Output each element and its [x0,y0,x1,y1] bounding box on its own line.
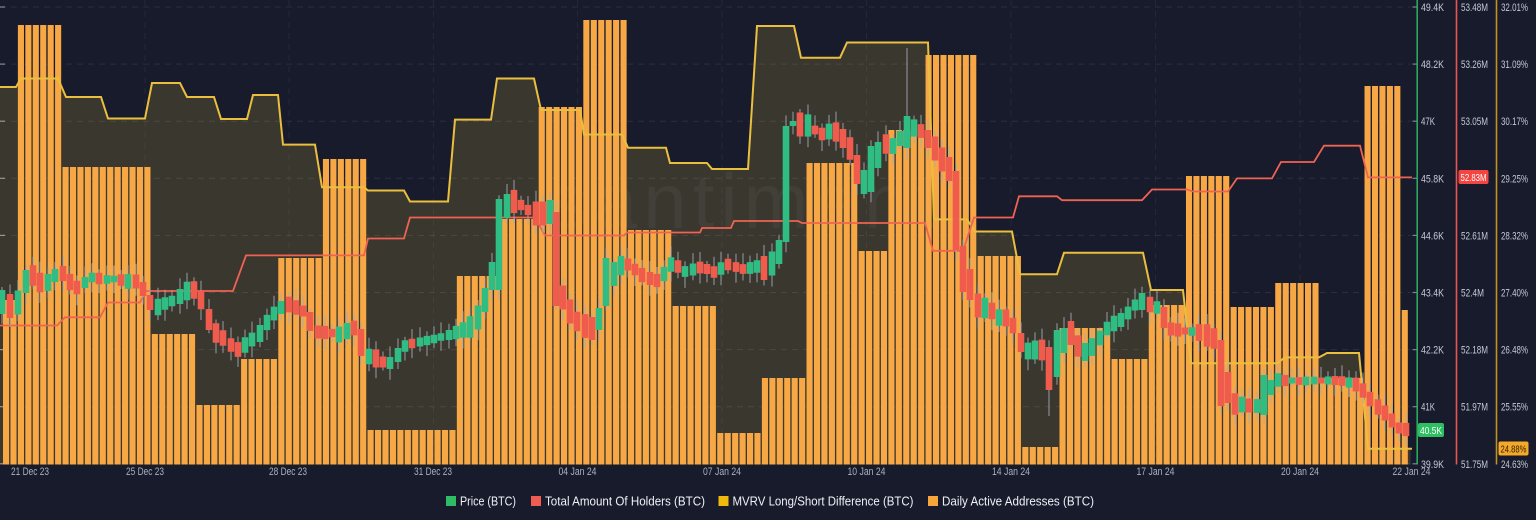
svg-text:32.01%: 32.01% [1501,2,1528,14]
svg-text:31.09%: 31.09% [1501,59,1528,71]
svg-text:53.26M: 53.26M [1461,59,1488,71]
svg-text:14 Jan 24: 14 Jan 24 [992,466,1030,478]
svg-text:52.83M: 52.83M [1461,172,1487,184]
svg-text:52.4M: 52.4M [1461,288,1484,300]
svg-text:42.2K: 42.2K [1421,345,1445,357]
svg-text:41K: 41K [1421,402,1435,414]
svg-text:51.75M: 51.75M [1461,459,1488,471]
svg-text:47K: 47K [1421,116,1435,128]
svg-text:45.8K: 45.8K [1421,173,1445,185]
svg-text:07 Jan 24: 07 Jan 24 [703,466,741,478]
svg-text:10 Jan 24: 10 Jan 24 [848,466,886,478]
svg-text:27.40%: 27.40% [1501,288,1528,300]
svg-text:48.2K: 48.2K [1421,59,1445,71]
svg-text:53.05M: 53.05M [1461,116,1488,128]
svg-text:44.6K: 44.6K [1421,230,1445,242]
svg-text:29.25%: 29.25% [1501,173,1528,185]
svg-text:52.18M: 52.18M [1461,345,1488,357]
svg-text:25 Dec 23: 25 Dec 23 [126,466,164,478]
svg-text:40.5K: 40.5K [1420,425,1442,437]
svg-text:22 Jan 24: 22 Jan 24 [1393,466,1431,478]
svg-text:28 Dec 23: 28 Dec 23 [269,466,307,478]
svg-text:43.4K: 43.4K [1421,288,1445,300]
svg-text:MVRV Long/Short Difference (BT: MVRV Long/Short Difference (BTC) [733,495,914,509]
svg-text:24.63%: 24.63% [1501,459,1528,471]
svg-text:Total Amount Of Holders (BTC): Total Amount Of Holders (BTC) [545,495,705,509]
svg-text:Daily Active Addresses (BTC): Daily Active Addresses (BTC) [942,495,1094,509]
svg-text:Price (BTC): Price (BTC) [460,495,516,509]
svg-text:39.9K: 39.9K [1421,459,1445,471]
svg-text:17 Jan 24: 17 Jan 24 [1137,466,1175,478]
svg-text:31 Dec 23: 31 Dec 23 [414,466,452,478]
svg-text:30.17%: 30.17% [1501,116,1528,128]
svg-text:26.48%: 26.48% [1501,345,1528,357]
svg-text:20 Jan 24: 20 Jan 24 [1281,466,1319,478]
svg-text:53.48M: 53.48M [1461,2,1488,14]
svg-text:49.4K: 49.4K [1421,2,1445,14]
svg-text:25.55%: 25.55% [1501,402,1528,414]
svg-text:52.61M: 52.61M [1461,230,1488,242]
svg-text:24.88%: 24.88% [1501,443,1527,455]
svg-text:21 Dec 23: 21 Dec 23 [11,466,49,478]
svg-text:28.32%: 28.32% [1501,230,1528,242]
svg-text:04 Jan 24: 04 Jan 24 [559,466,597,478]
svg-text:51.97M: 51.97M [1461,402,1488,414]
